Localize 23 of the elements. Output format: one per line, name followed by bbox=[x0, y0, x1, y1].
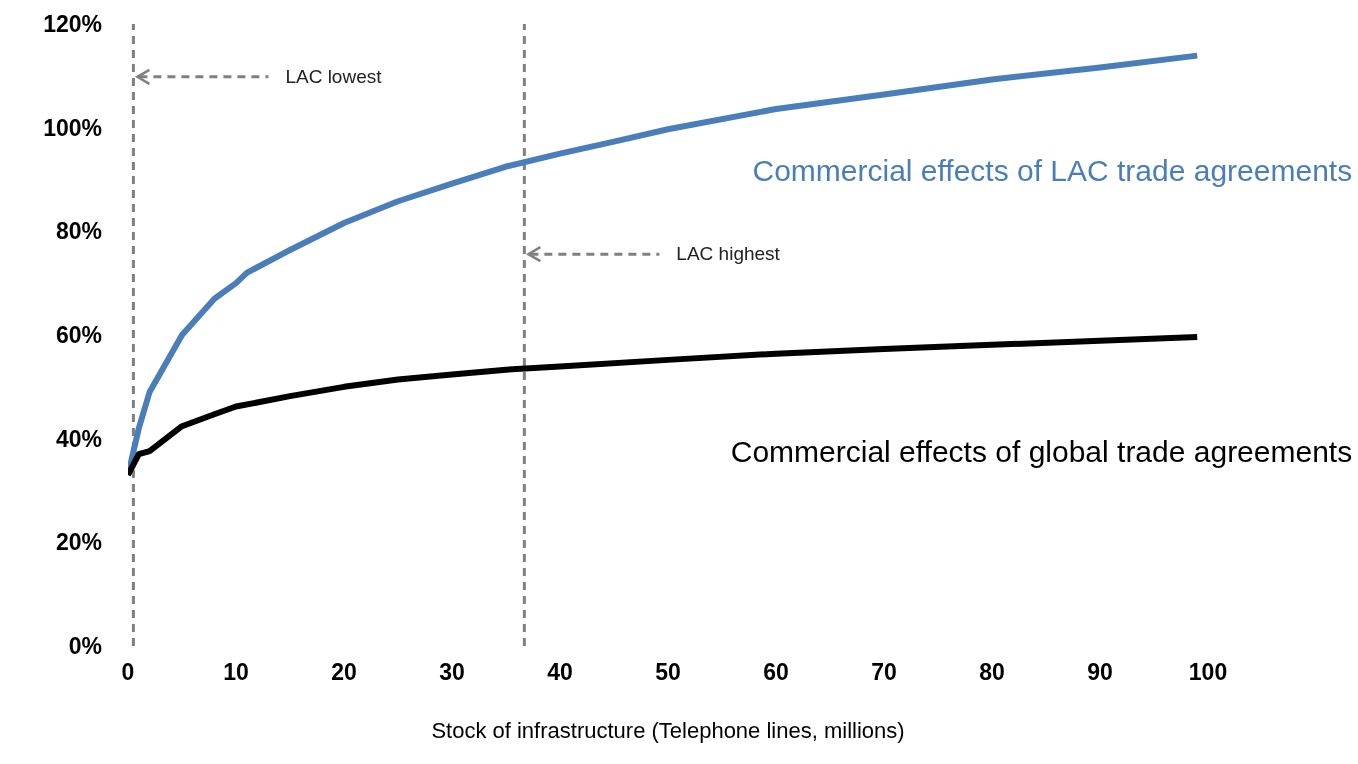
x-tick-label: 80 bbox=[979, 659, 1005, 686]
y-tick-label: 40% bbox=[55, 425, 102, 452]
ref-line-label: LAC highest bbox=[676, 243, 781, 265]
ref-line-label: LAC lowest bbox=[285, 65, 383, 87]
y-tick-label: 0% bbox=[68, 633, 102, 660]
x-tick-label: 10 bbox=[223, 659, 249, 686]
x-tick-label: 40 bbox=[547, 659, 573, 686]
x-tick-label: 90 bbox=[1087, 659, 1113, 686]
y-tick-label: 120% bbox=[43, 11, 102, 38]
x-tick-label: 60 bbox=[763, 659, 789, 686]
y-tick-label: 60% bbox=[55, 322, 102, 349]
x-axis-title: Stock of infrastructure (Telephone lines, millions) bbox=[431, 718, 905, 743]
y-tick-label: 80% bbox=[55, 218, 102, 245]
series-label: Commercial effects of LAC trade agreements bbox=[752, 153, 1353, 187]
y-tick-label: 20% bbox=[55, 529, 102, 556]
x-tick-label: 100 bbox=[1188, 659, 1228, 686]
y-tick-label: 100% bbox=[43, 114, 102, 141]
x-tick-label: 50 bbox=[655, 659, 681, 686]
x-tick-label: 20 bbox=[331, 659, 357, 686]
x-tick-label: 30 bbox=[439, 659, 465, 686]
x-tick-label: 70 bbox=[871, 659, 897, 686]
text: Commercial effects of global trade agreements bbox=[730, 435, 1353, 469]
x-tick-label: 0 bbox=[121, 659, 135, 686]
